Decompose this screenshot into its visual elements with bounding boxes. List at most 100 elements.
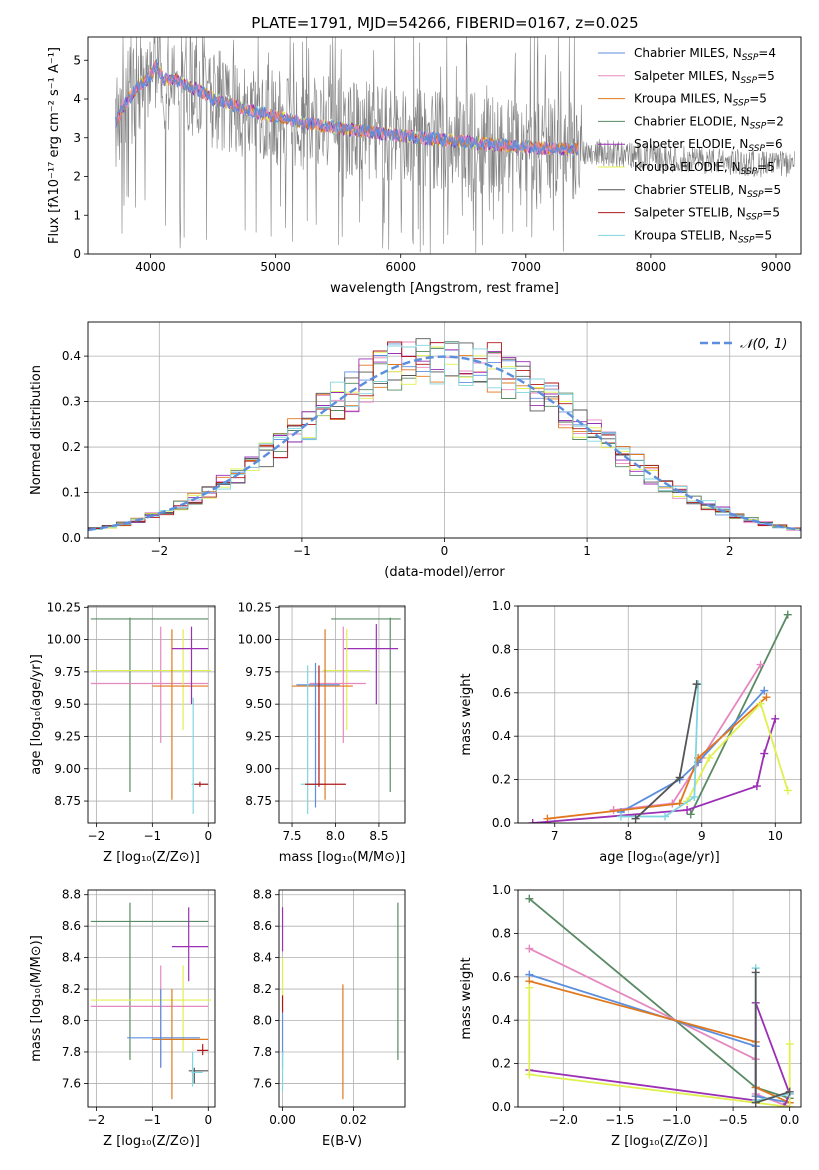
y-tick-label: 8.8 (253, 888, 272, 902)
legend-subscript: SSP (733, 99, 750, 109)
x-axis-label: (data-model)/error (384, 565, 505, 580)
y-tick-label: 0.2 (62, 440, 81, 454)
series-salpeter_elodie-marker (771, 714, 780, 723)
legend-subscript: SSP (738, 235, 755, 245)
x-tick-label: −2 (150, 544, 168, 558)
series-kroupa_elodie-marker (785, 1040, 794, 1049)
series-kroupa_elodie-line (528, 987, 791, 1107)
y-tick-label: 7.6 (253, 1076, 272, 1090)
x-tick-label: 6000 (385, 260, 416, 274)
series-salpeter_miles-marker (756, 660, 765, 669)
axes-frame (517, 605, 802, 824)
series-kroupa_miles-line (529, 980, 791, 1104)
series-chabrier_stelib-marker (692, 680, 701, 689)
series-kroupa_elodie-marker (783, 786, 792, 795)
y-tick-label: 8.4 (62, 951, 81, 965)
y-tick-label: 0.6 (492, 686, 511, 700)
y-tick-label: 0.4 (492, 729, 511, 743)
y-tick-label: 8.2 (62, 982, 81, 996)
x-tick-label: 0.00 (269, 1113, 296, 1127)
panel-spectrum: 4000 5000 6000 7000 8000 9000 0 1 2 3 4 5 wavelength… (47, 36, 802, 296)
y-tick-label: 7.8 (253, 1045, 272, 1059)
series-chabrier_elodie-marker (783, 610, 792, 619)
data-spectrum-line (115, 37, 795, 254)
y-axis-label: mass weight (459, 957, 474, 1039)
axes-frame (278, 889, 406, 1108)
y-axis-label: mass [log₁₀(M/M⊙)] (29, 935, 44, 1062)
legend-label-normal: 𝒩(0, 1) (740, 337, 787, 352)
x-tick-label: 4000 (135, 260, 166, 274)
legend-subscript: SSP (741, 167, 758, 177)
plot-area (525, 894, 794, 1107)
y-tick-label: 3 (73, 131, 81, 145)
x-tick-label: −2.0 (549, 1113, 578, 1127)
panel-mass_weight_vs_age: 7 8 9 10 0.0 0.2 0.4 0.6 0.8 1.0 age [log₁₀(age/yr… (459, 599, 802, 865)
y-tick-label: 9.25 (54, 729, 81, 743)
y-tick-label: 0.4 (62, 349, 81, 363)
series-chabrier_stelib-line (754, 972, 790, 1104)
y-tick-label: 8.6 (253, 919, 272, 933)
series-salpeter_elodie-marker (780, 1103, 789, 1107)
x-axis-label: age [log₁₀(age/yr)] (599, 850, 720, 865)
panel-mass_vs_z: −2 −1 0 7.6 7.8 8.0 8.2 8.4 8.6 8.8 Z [log₁₀(Z/Z⊙)… (29, 888, 216, 1149)
series-chabrier_stelib-marker (675, 773, 684, 782)
panel-mass_vs_ebv: 0.00 0.02 7.6 7.8 8.0 8.2 8.4 8.6 8.8 E(B-V) (253, 888, 406, 1149)
series-chabrier_stelib-marker (785, 1087, 794, 1096)
y-tick-label: 0.0 (62, 531, 81, 545)
x-tick-label: 8 (624, 829, 632, 843)
y-tick-label: 8.4 (253, 951, 272, 965)
y-tick-label: 10.25 (238, 600, 272, 614)
legend-ssp-count: =4 (758, 46, 776, 60)
series-kroupa_elodie-line (686, 701, 789, 802)
series-salpeter_miles-line (613, 664, 762, 811)
x-tick-label: 0 (204, 1113, 212, 1127)
legend-label-salpeter_stelib: Salpeter STELIB, NSSP=5 (634, 206, 780, 223)
y-tick-label: 4 (73, 92, 81, 106)
legend-label-chabrier_elodie: Chabrier ELODIE, NSSP=2 (634, 114, 784, 131)
series-chabrier_elodie-marker (525, 894, 534, 903)
x-axis-label: Z [log₁₀(Z/Z⊙)] (103, 1134, 200, 1149)
y-tick-label: 8.6 (62, 919, 81, 933)
legend-ssp-count: =6 (765, 137, 783, 151)
series-chabrier_stelib-marker (631, 814, 640, 823)
x-tick-label: 7.5 (282, 829, 301, 843)
series-chabrier_miles-marker (760, 686, 769, 695)
x-axis-label: Z [log₁₀(Z/Z⊙)] (103, 850, 200, 865)
legend-label-salpeter_elodie: Salpeter ELODIE, NSSP=6 (634, 137, 783, 154)
x-tick-label: 9 (698, 829, 706, 843)
x-tick-label: 7 (551, 829, 559, 843)
x-tick-label: −1.0 (662, 1113, 691, 1127)
series-chabrier_stelib-marker (751, 1098, 760, 1107)
y-tick-label: 0 (73, 247, 81, 261)
y-tick-label: 8.8 (62, 888, 81, 902)
legend-subscript: SSP (742, 53, 759, 63)
x-axis-label: Z [log₁₀(Z/Z⊙)] (611, 1134, 708, 1149)
y-axis-label: mass weight (459, 673, 474, 755)
plot-area (115, 37, 795, 254)
series-kroupa_elodie-marker (705, 753, 714, 762)
y-tick-label: 9.25 (245, 729, 272, 743)
y-tick-label: 5 (73, 53, 81, 67)
y-tick-label: 2 (73, 170, 81, 184)
x-axis-label: mass [log₁₀(M/M⊙)] (279, 850, 406, 865)
y-tick-label: 9.00 (54, 762, 81, 776)
y-tick-label: 0.0 (492, 1100, 511, 1114)
panel-age_vs_mass: 7.5 8.0 8.5 8.75 9.00 9.25 9.50 9.75 10.00 10.25 m… (238, 600, 406, 865)
x-tick-label: −0.5 (719, 1113, 748, 1127)
legend-label-kroupa_miles: Kroupa MILES, NSSP=5 (634, 92, 767, 109)
legend-label-kroupa_elodie: Kroupa ELODIE, NSSP=5 (634, 160, 775, 177)
y-tick-label: 9.75 (54, 665, 81, 679)
y-tick-label: 8.75 (245, 794, 272, 808)
y-tick-label: 8.2 (253, 982, 272, 996)
y-tick-label: 0.0 (492, 816, 511, 830)
y-tick-label: 9.75 (245, 665, 272, 679)
y-tick-label: 9.00 (245, 762, 272, 776)
x-tick-label: 9000 (761, 260, 792, 274)
residual-legend: 𝒩(0, 1) (700, 337, 787, 352)
x-tick-label: −1 (293, 544, 311, 558)
series-salpeter_elodie-marker (528, 819, 537, 823)
legend-label-chabrier_miles: Chabrier MILES, NSSP=4 (634, 46, 776, 63)
plot-area (292, 617, 401, 814)
y-tick-label: 1.0 (492, 883, 511, 897)
